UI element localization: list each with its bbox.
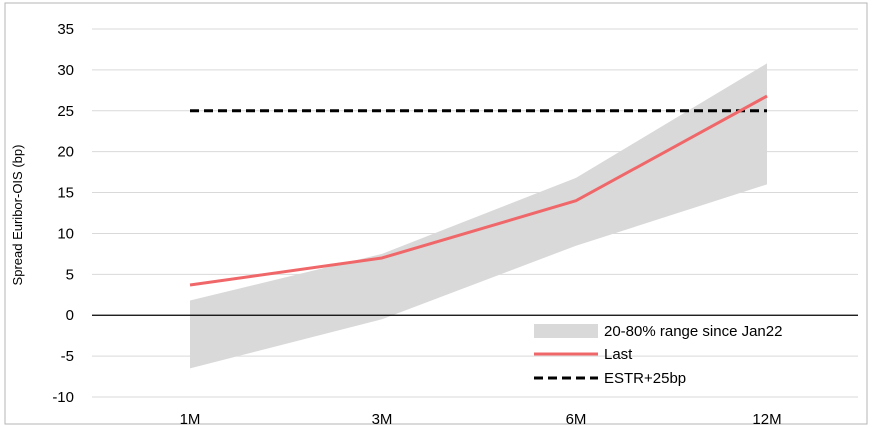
y-tick-label: 10 <box>57 225 74 242</box>
x-tick-label: 1M <box>180 411 201 427</box>
x-tick-label: 6M <box>566 411 587 427</box>
y-tick-label: 0 <box>66 307 74 324</box>
y-tick-label: 30 <box>57 62 74 79</box>
series-layer <box>189 94 768 287</box>
plot-border <box>4 2 868 425</box>
y-tick-label: 35 <box>57 21 74 38</box>
y-axis-label: Spread Euribor-OIS (bp) <box>10 145 25 286</box>
y-tick-label: 20 <box>57 144 74 161</box>
y-tick-label: -5 <box>61 348 74 365</box>
legend-last-label: Last <box>604 346 633 363</box>
y-tick-label: 5 <box>66 266 74 283</box>
x-tick-label: 3M <box>372 411 393 427</box>
series-last-line <box>189 94 768 287</box>
x-tick-label: 12M <box>752 411 781 427</box>
range-band <box>190 63 767 369</box>
legend: 20-80% range since Jan22 Last ESTR+25bp <box>534 323 782 387</box>
y-tick-label: -10 <box>52 389 74 406</box>
legend-range-swatch <box>534 324 598 338</box>
axis-layer: 35 30 25 20 15 10 5 0 -5 -10 1M 3M 6M 12M <box>52 21 858 427</box>
legend-range-label: 20-80% range since Jan22 <box>604 323 782 340</box>
y-tick-label: 15 <box>57 185 74 202</box>
legend-estr-label: ESTR+25bp <box>604 370 686 387</box>
range-layer <box>190 63 767 369</box>
y-tick-label: 25 <box>57 103 74 120</box>
